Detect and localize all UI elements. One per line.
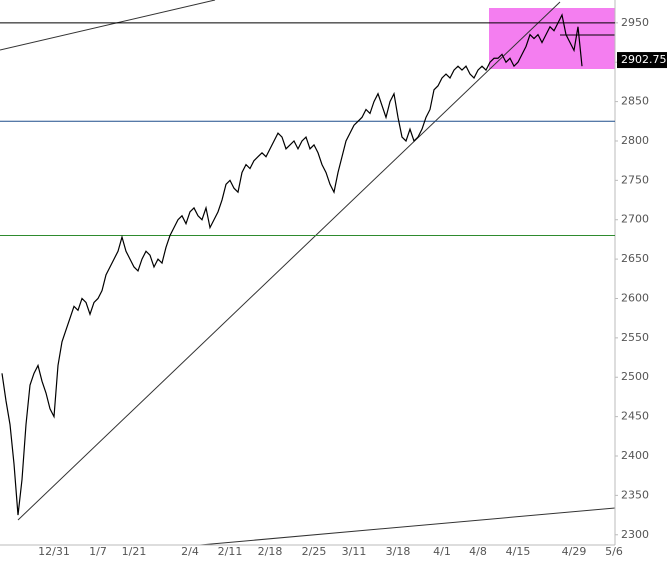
y-tick-label: 2800 (621, 134, 649, 147)
y-tick-label: 2400 (621, 449, 649, 462)
x-tick-label: 2/4 (181, 545, 199, 558)
x-tick-label: 3/11 (342, 545, 367, 558)
y-tick-label: 2750 (621, 173, 649, 186)
x-tick-label: 3/18 (386, 545, 411, 558)
trend-line (199, 507, 616, 546)
y-tick-label: 2550 (621, 331, 649, 344)
x-tick-label: 4/1 (433, 545, 451, 558)
x-tick-label: 1/7 (89, 545, 107, 558)
x-tick-label: 2/25 (302, 545, 327, 558)
last-price-label: 2902.75 (621, 53, 667, 66)
x-tick-label: 2/18 (258, 545, 283, 558)
x-tick-label: 4/15 (506, 545, 531, 558)
y-tick-label: 2300 (621, 528, 649, 541)
y-tick-label: 2500 (621, 370, 649, 383)
y-tick-label: 2850 (621, 95, 649, 108)
y-tick-label: 2600 (621, 291, 649, 304)
x-tick-label: 5/6 (605, 545, 623, 558)
x-tick-label: 2/11 (218, 545, 243, 558)
x-tick-label: 4/29 (562, 545, 587, 558)
y-tick-label: 2650 (621, 252, 649, 265)
y-tick-label: 2700 (621, 213, 649, 226)
y-tick-label: 2450 (621, 410, 649, 423)
x-tick-label: 4/8 (469, 545, 487, 558)
x-tick-label: 12/31 (38, 545, 70, 558)
trend-line (17, 1, 561, 521)
price-line (1, 13, 583, 516)
x-tick-label: 1/21 (122, 545, 147, 558)
last-price-box (617, 52, 667, 69)
y-tick-label: 2350 (621, 488, 649, 501)
trend-line (0, 0, 216, 51)
y-tick-label: 2950 (621, 16, 649, 29)
